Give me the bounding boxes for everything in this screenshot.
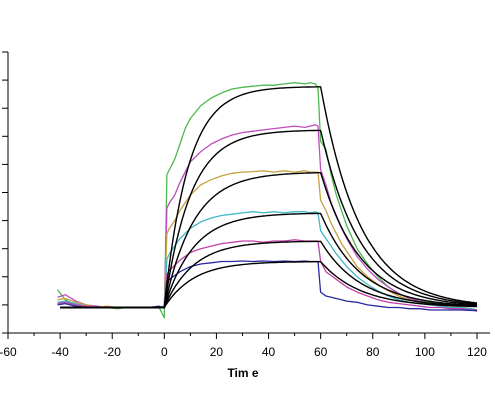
- fit-curve-line: [60, 86, 478, 309]
- x-tick-label: -60: [0, 345, 17, 359]
- series-group: [56, 82, 478, 319]
- x-tick-label: -20: [104, 345, 122, 359]
- x-tick-label: 120: [467, 345, 487, 359]
- x-tick-label: 80: [366, 345, 380, 359]
- data-series-line: [56, 82, 478, 319]
- fit-curve-line: [60, 261, 477, 309]
- fit-curve-line: [60, 129, 478, 309]
- x-tick-label: -40: [51, 345, 69, 359]
- x-tick-label: 40: [262, 345, 276, 359]
- x-tick-label: 0: [161, 345, 168, 359]
- data-series-line: [57, 170, 478, 311]
- fit-curve-line: [60, 212, 477, 309]
- axes-group: [7, 52, 490, 334]
- x-tick-label: 60: [314, 345, 328, 359]
- x-axis-title: Tim e: [227, 366, 258, 380]
- x-tick-label: 100: [415, 345, 435, 359]
- x-tick-label: 20: [210, 345, 224, 359]
- data-series-line: [57, 124, 478, 312]
- fit-curve-line: [60, 240, 477, 309]
- tick-group: -60 -40 -20 0 20 40 60 80 100 120: [0, 51, 487, 359]
- fit-curve-line: [60, 172, 478, 309]
- fit-curves-group: [60, 86, 478, 309]
